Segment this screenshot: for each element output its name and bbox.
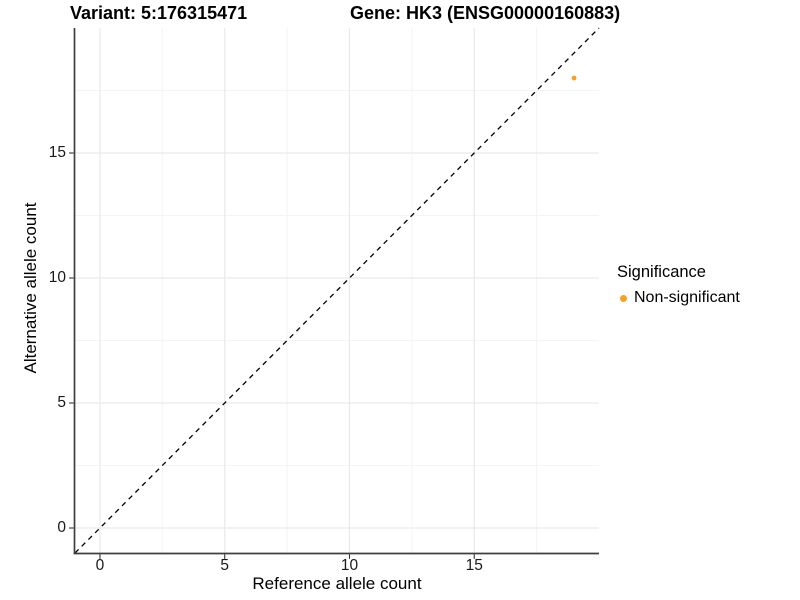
legend-item-label: Non-significant <box>634 289 740 306</box>
legend-point-icon <box>620 294 627 302</box>
x-tick-label: 15 <box>465 557 483 574</box>
legend-item-non-significant: Non-significant <box>617 289 740 307</box>
y-axis-title: Alternative allele count <box>21 202 40 374</box>
legend-title: Significance <box>617 263 706 281</box>
y-tick-label: 10 <box>48 269 66 286</box>
y-tick-label: 5 <box>57 394 66 411</box>
x-axis-title: Reference allele count <box>252 574 422 593</box>
y-tick-label: 15 <box>48 144 66 161</box>
legend: Significance Non-significant <box>617 263 740 307</box>
data-point <box>571 75 577 81</box>
identity-line <box>74 27 600 554</box>
y-tick-label: 0 <box>57 519 66 536</box>
plot-title-gene: Gene: HK3 (ENSG00000160883) <box>350 3 621 23</box>
x-tick-label: 5 <box>220 557 230 574</box>
x-tick-label: 0 <box>95 557 105 574</box>
plot-title-variant: Variant: 5:176315471 <box>70 3 248 23</box>
x-tick-label: 10 <box>340 557 359 574</box>
